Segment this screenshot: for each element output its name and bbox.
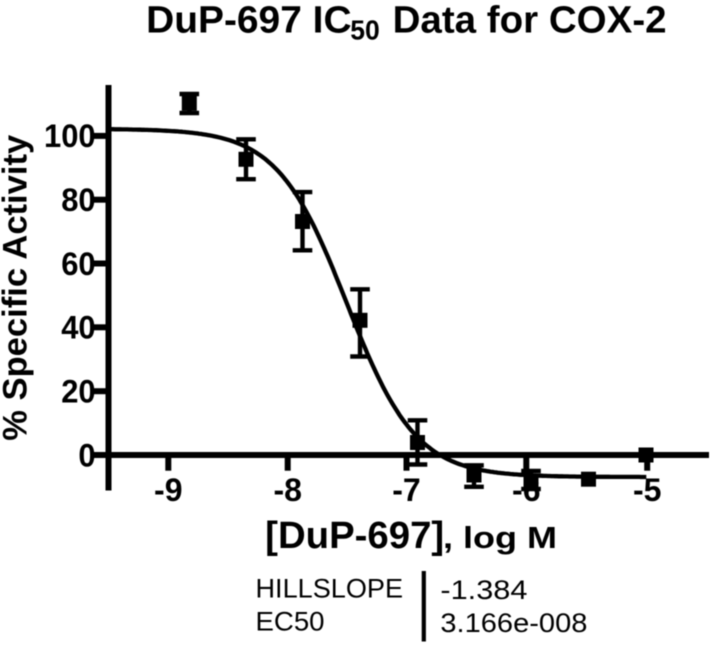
svg-text:-8: -8: [273, 472, 302, 508]
svg-text:HILLSLOPE: HILLSLOPE: [256, 574, 404, 604]
svg-text:3.166e-008: 3.166e-008: [440, 608, 587, 638]
svg-text:-1.384: -1.384: [440, 575, 527, 605]
svg-text:[DuP-697]: [DuP-697]: [265, 515, 444, 557]
svg-text:40: 40: [61, 310, 95, 346]
svg-text:50: 50: [350, 15, 380, 46]
svg-text:-7: -7: [392, 472, 421, 508]
svg-text:80: 80: [61, 182, 95, 218]
svg-text:, log M: , log M: [443, 520, 557, 555]
svg-text:20: 20: [61, 374, 95, 410]
svg-text:DuP-697 IC: DuP-697 IC: [146, 0, 351, 42]
svg-text:60: 60: [61, 246, 95, 282]
svg-text:EC50: EC50: [256, 607, 325, 637]
svg-text:-9: -9: [154, 472, 183, 508]
svg-text:Data for COX-2: Data for COX-2: [393, 0, 667, 42]
svg-text:0: 0: [78, 437, 95, 473]
svg-text:100: 100: [44, 118, 96, 154]
svg-text:% Specific Activity: % Specific Activity: [0, 135, 35, 441]
